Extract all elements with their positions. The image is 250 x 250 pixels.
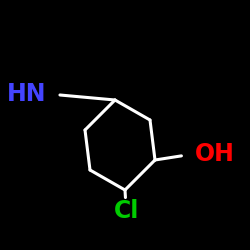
- Text: OH: OH: [195, 142, 235, 166]
- Text: HN: HN: [7, 82, 46, 106]
- Text: Cl: Cl: [114, 199, 139, 223]
